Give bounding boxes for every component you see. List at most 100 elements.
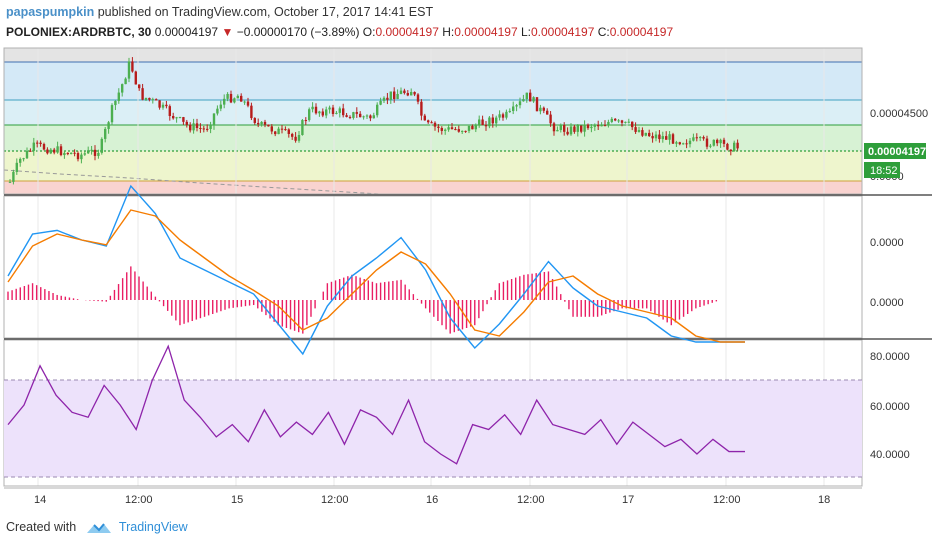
candle-body [182, 117, 185, 122]
candle-body [386, 97, 389, 100]
candle-body [328, 107, 331, 110]
trend-line [3, 169, 381, 195]
high-label: H: [442, 25, 455, 39]
time-tick: 12:00 [517, 494, 545, 506]
last-price: 0.00004197 [154, 25, 219, 39]
candle-body [138, 84, 141, 89]
candle-body [590, 126, 593, 129]
candle-body [427, 120, 430, 123]
candle-body [175, 117, 178, 119]
candle-body [206, 128, 209, 130]
candle-body [461, 130, 464, 132]
close-label: C: [597, 25, 610, 39]
candle-body [185, 121, 188, 125]
candle-body [539, 107, 542, 112]
tradingview-link[interactable]: TradingView [118, 520, 188, 534]
time-tick: 12:00 [125, 494, 153, 506]
candle-body [447, 127, 450, 130]
candle-body [36, 142, 39, 144]
author-link[interactable]: papaspumpkin [6, 5, 95, 19]
candle-body [165, 104, 168, 107]
candle-body [702, 137, 705, 139]
candle-body [311, 106, 314, 110]
candle-body [250, 105, 253, 119]
price-tick-1: 0.00004500 [870, 108, 928, 120]
candle-body [532, 97, 535, 102]
candle-body [151, 99, 154, 101]
candle-body [87, 150, 90, 154]
candle-body [481, 119, 484, 125]
candle-body [318, 111, 321, 114]
rsi-tick-60: 60.0000 [870, 401, 910, 413]
candle-body [321, 111, 324, 116]
candle-body [155, 99, 158, 101]
published-text: published on TradingView.com, October 17… [97, 5, 434, 19]
candle-body [580, 125, 583, 132]
candle-body [338, 108, 341, 113]
open-label: O: [362, 25, 376, 39]
created-with-text: Created with [6, 520, 77, 534]
current-price-tag [864, 143, 926, 159]
candle-body [576, 125, 579, 132]
candle-body [658, 134, 661, 140]
candle-body [158, 100, 161, 108]
candle-body [90, 149, 93, 151]
candle-body [335, 112, 338, 114]
candle-body [240, 95, 243, 102]
candle-body [682, 143, 685, 145]
candle-body [144, 97, 148, 100]
candle-body [736, 142, 739, 149]
candle-body [287, 129, 290, 134]
candle-body [29, 150, 32, 152]
candle-body [270, 126, 273, 132]
candle-body [542, 107, 545, 111]
candle-body [569, 126, 573, 135]
candle-body [495, 117, 498, 124]
candle-body [369, 115, 372, 119]
candle-body [355, 112, 358, 114]
candle-body [671, 134, 675, 144]
low-value: 0.00004197 [530, 25, 595, 39]
candle-body [124, 78, 127, 85]
rsi-line [7, 344, 745, 465]
candle-body [121, 84, 124, 93]
time-tick: 16 [426, 494, 438, 506]
candle-body [178, 117, 182, 119]
time-axis[interactable]: 14 12:00 15 12:00 16 12:00 17 12:00 18 [34, 494, 830, 506]
candle-body [376, 104, 379, 116]
candle-body [410, 91, 413, 96]
candle-body [301, 120, 304, 135]
candle-body [413, 91, 416, 95]
time-tick: 15 [231, 494, 243, 506]
candle-body [631, 121, 634, 128]
candle-body [665, 136, 668, 140]
candle-body [229, 93, 233, 103]
candle-body [168, 106, 171, 116]
candle-body [552, 123, 556, 132]
candle-body [471, 125, 474, 130]
countdown-tag [864, 162, 900, 178]
candle-body [277, 128, 280, 135]
high-value: 0.00004197 [454, 25, 518, 39]
candle-body [236, 95, 239, 99]
zone-yellow [4, 151, 862, 181]
candle-body [93, 149, 97, 156]
tradingview-logo-icon [86, 523, 111, 533]
candle-body [430, 122, 433, 124]
candle-body [53, 149, 56, 153]
chart-canvas[interactable]: 0.00004500 0.0000 0.00004197 18:52 0.000… [0, 0, 932, 515]
candle-body [478, 119, 481, 126]
candle-body [304, 120, 307, 122]
candle-body [668, 134, 671, 140]
candle-body [573, 126, 576, 132]
candle-body [8, 181, 12, 183]
candle-body [644, 132, 647, 136]
zone-top [4, 48, 862, 62]
candle-body [389, 91, 392, 100]
candle-body [559, 125, 562, 130]
rsi-band [4, 380, 862, 477]
candle-body [719, 139, 722, 144]
candle-body [382, 97, 386, 101]
candle-body [597, 124, 600, 127]
candle-body [39, 142, 42, 145]
